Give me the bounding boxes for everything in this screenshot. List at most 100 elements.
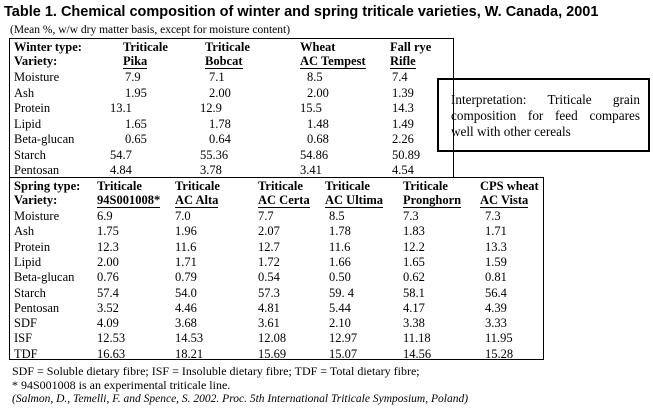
winter-column-header-line1: Fall rye xyxy=(390,40,432,54)
spring-table-cell: 6.9 xyxy=(97,209,113,223)
spring-table-cell: 12.7 xyxy=(258,239,280,254)
spring-table-cell: 59. 4 xyxy=(329,285,354,300)
spring-table-cell: 15.28 xyxy=(485,346,514,361)
spring-table xyxy=(9,177,544,360)
spring-row-label: Ash xyxy=(14,224,35,239)
footnote-experimental: * 94S001008 is an experimental triticale… xyxy=(12,378,231,392)
spring-column-header-line1: Triticale xyxy=(403,179,448,193)
spring-table-cell: 12.08 xyxy=(258,331,287,346)
spring-table-cell: 58.1 xyxy=(403,285,425,300)
spring-column-header-line2: Pronghorn xyxy=(403,193,462,208)
spring-row-label: Beta-glucan xyxy=(14,270,75,285)
winter-table-cell: 55.36 xyxy=(200,147,229,162)
spring-table-cell: 1.78 xyxy=(329,224,351,239)
winter-table-cell: 1.65 xyxy=(125,116,147,131)
spring-table-cell: 5.44 xyxy=(329,300,351,315)
winter-row-label: Beta-glucan xyxy=(14,132,75,146)
spring-table-cell: 3.38 xyxy=(403,316,425,331)
spring-table-cell: 0.76 xyxy=(97,270,119,285)
winter-variety-label: Variety: xyxy=(14,54,58,68)
spring-table-cell: 16.63 xyxy=(97,346,126,361)
spring-table-cell: 3.61 xyxy=(258,316,280,331)
winter-table-cell: 2.00 xyxy=(209,85,231,100)
winter-table-cell: 54.86 xyxy=(300,147,329,162)
spring-table-cell: 11.18 xyxy=(403,331,431,346)
spring-row-label: Moisture xyxy=(14,209,60,223)
spring-table-cell: 12.3 xyxy=(97,239,119,254)
spring-table-cell: 1.72 xyxy=(258,254,280,269)
spring-row-label: Lipid xyxy=(14,254,42,269)
winter-table-cell: 4.54 xyxy=(392,163,414,177)
winter-table-cell: 3.78 xyxy=(200,163,222,177)
winter-table-cell: 1.78 xyxy=(209,116,231,131)
winter-column-header-line2: AC Tempest xyxy=(300,54,366,69)
spring-type-label: Spring type: xyxy=(14,179,81,193)
spring-column-header-line1: CPS wheat xyxy=(480,179,539,193)
winter-table-cell: 1.48 xyxy=(307,116,329,131)
table-subtitle: (Mean %, w/w dry matter basis, except fo… xyxy=(10,24,291,36)
spring-table-cell: 2.10 xyxy=(329,316,351,331)
winter-row-label: Moisture xyxy=(14,70,60,84)
spring-column-header-line1: Triticale xyxy=(175,179,220,193)
spring-table-cell: 1.96 xyxy=(175,224,197,239)
spring-table-cell: 1.66 xyxy=(329,254,351,269)
spring-column-header-line2: AC Certa xyxy=(258,193,310,208)
spring-table-cell: 0.50 xyxy=(329,270,351,285)
spring-row-label: Starch xyxy=(14,285,46,300)
winter-table-cell: 14.3 xyxy=(392,101,414,115)
table-title: Table 1. Chemical composition of winter … xyxy=(4,4,599,20)
winter-row-label: Starch xyxy=(14,147,46,162)
winter-type-label: Winter type: xyxy=(14,40,82,54)
winter-table-cell: 0.64 xyxy=(209,132,231,146)
spring-table-cell: 3.52 xyxy=(97,300,119,315)
spring-table-cell: 0.81 xyxy=(485,270,507,285)
spring-table-cell: 7.7 xyxy=(258,209,274,223)
spring-table-cell: 12.53 xyxy=(97,331,126,346)
spring-table-cell: 2.00 xyxy=(97,254,119,269)
winter-column-header-line2: Pika xyxy=(123,54,148,69)
winter-row-label: Ash xyxy=(14,85,35,100)
spring-table-cell: 1.71 xyxy=(485,224,507,239)
winter-table-cell: 1.95 xyxy=(125,85,147,100)
spring-column-header-line2: AC Vista xyxy=(480,193,529,208)
winter-column-header-line2: Rifle xyxy=(390,54,416,69)
spring-variety-label: Variety: xyxy=(14,193,58,207)
spring-table-cell: 7.3 xyxy=(485,209,501,223)
spring-table-cell: 0.79 xyxy=(175,270,197,285)
winter-table-cell: 50.89 xyxy=(392,147,421,162)
spring-table-cell: 3.68 xyxy=(175,316,197,331)
spring-table-cell: 11.6 xyxy=(329,239,351,254)
spring-column-header-line1: Triticale xyxy=(325,179,370,193)
spring-row-label: Protein xyxy=(14,239,51,254)
interpretation-box: Interpretation: Triticale grain composit… xyxy=(437,78,650,152)
spring-column-header-line2: 94S001008* xyxy=(97,193,161,208)
spring-table-cell: 57.3 xyxy=(258,285,280,300)
spring-table-cell: 0.62 xyxy=(403,270,425,285)
spring-column-header-line1: Triticale xyxy=(258,179,303,193)
footnote-fibre: SDF = Soluble dietary fibre; ISF = Insol… xyxy=(12,364,420,378)
spring-table-cell: 4.81 xyxy=(258,300,280,315)
spring-table-cell: 7.0 xyxy=(175,209,191,223)
spring-table-cell: 1.75 xyxy=(97,224,119,239)
winter-row-label: Protein xyxy=(14,101,51,115)
spring-table-cell: 1.71 xyxy=(175,254,197,269)
winter-table-cell: 12.9 xyxy=(200,101,222,115)
winter-table-cell: 13.1 xyxy=(110,101,132,115)
winter-table-cell: 54.7 xyxy=(110,147,132,162)
spring-table-cell: 56.4 xyxy=(485,285,507,300)
winter-table-cell: 7.1 xyxy=(209,70,225,84)
winter-column-header-line2: Bobcat xyxy=(205,54,243,69)
spring-table-cell: 1.59 xyxy=(485,254,507,269)
winter-table-cell: 0.68 xyxy=(307,132,329,146)
spring-table-cell: 4.39 xyxy=(485,300,507,315)
winter-column-header-line1: Triticale xyxy=(123,40,168,54)
spring-table-cell: 4.09 xyxy=(97,316,119,331)
winter-column-header-line1: Wheat xyxy=(300,40,336,54)
winter-row-label: Pentosan xyxy=(14,163,60,177)
winter-row-label: Lipid xyxy=(14,116,42,131)
winter-table-cell: 2.00 xyxy=(307,85,329,100)
winter-table-cell: 1.49 xyxy=(392,116,414,131)
spring-table-cell: 4.17 xyxy=(403,300,425,315)
spring-table-cell: 8.5 xyxy=(329,209,345,223)
citation: (Salmon, D., Temelli, F. and Spence, S. … xyxy=(12,393,469,405)
